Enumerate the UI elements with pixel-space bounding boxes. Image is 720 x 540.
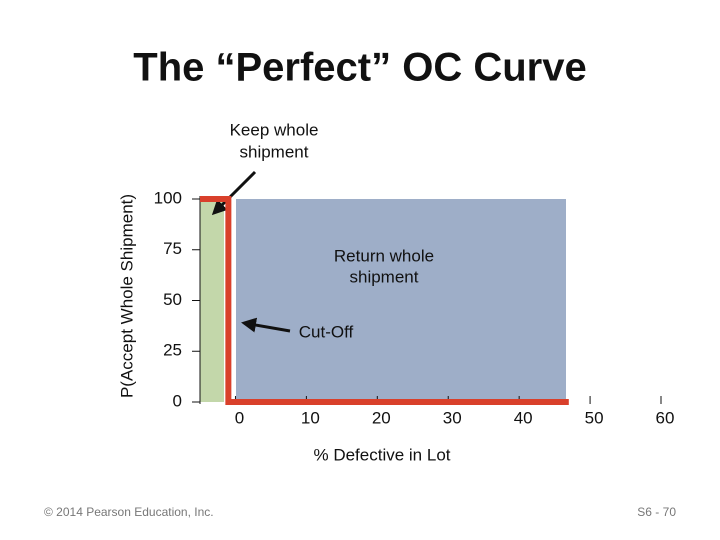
arrow [211, 170, 257, 216]
annotation: Return whole [334, 246, 434, 265]
x-tick-label: 10 [301, 408, 320, 427]
annotation: Cut-Off [299, 322, 354, 341]
arrow [241, 317, 291, 333]
x-tick-label: 40 [514, 408, 533, 427]
y-tick-label: 0 [173, 391, 182, 410]
oc-curve [200, 196, 569, 405]
y-tick-label: 25 [163, 341, 182, 360]
accept-region [200, 199, 224, 402]
reject-region [236, 199, 566, 402]
y-tick-label: 50 [163, 290, 182, 309]
annotation: shipment [350, 267, 419, 286]
x-tick-label: 50 [585, 408, 604, 427]
annotation: shipment [240, 142, 309, 161]
x-tick-label: 60 [656, 408, 675, 427]
x-tick-label: 0 [235, 408, 244, 427]
x-axis-label: % Defective in Lot [313, 445, 450, 464]
y-tick-label: 100 [154, 188, 182, 207]
x-tick-label: 20 [372, 408, 391, 427]
y-tick-label: 75 [163, 239, 182, 258]
footer-right: S6 - 70 [637, 505, 676, 519]
y-axis-label: P(Accept Whole Shipment) [117, 194, 136, 398]
x-tick-label: 30 [443, 408, 462, 427]
annotation: Keep whole [230, 120, 319, 139]
footer-left: © 2014 Pearson Education, Inc. [44, 505, 214, 519]
chart-title: The “Perfect” OC Curve [133, 46, 586, 90]
